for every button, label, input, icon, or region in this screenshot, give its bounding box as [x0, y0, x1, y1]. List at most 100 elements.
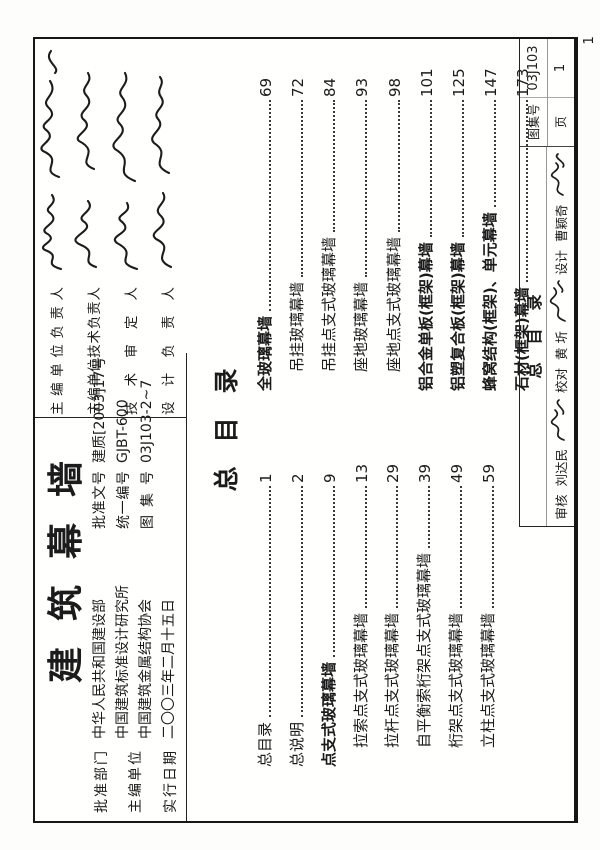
toc-entry-page: 98 — [385, 77, 404, 97]
toc-entry-page: 49 — [448, 463, 467, 483]
approval-group: 批准部门 中华人民共和国建设部 主编单位 中国建筑标准设计研究所 中国建筑金属结构… — [89, 521, 181, 813]
dot-leader — [365, 100, 368, 277]
checker-signature — [547, 280, 569, 326]
toc-entry: 铝塑复合板(框架)幕墙 125 — [447, 67, 468, 391]
checker-label: 校对 — [554, 367, 569, 393]
doc-number-label: 批准文号 — [92, 471, 108, 529]
approval-row: 批准部门 中华人民共和国建设部 — [89, 521, 112, 813]
reviewer-label: 审核 — [554, 494, 569, 520]
toc-entry-text: 总目录 — [256, 721, 274, 767]
dot-leader — [300, 486, 303, 717]
approval-row: 主编单位 中国建筑标准设计研究所 中国建筑金属结构协会 — [112, 521, 158, 813]
title-bar-right-section: 图集号 03J103 页 1 — [520, 39, 574, 147]
toc-entry-text: 拉索点支式玻璃幕墙 — [351, 612, 370, 748]
toc-entry-text: 铝合金单板(框架)幕墙 — [416, 242, 435, 391]
reviewer-signature — [547, 398, 569, 444]
toc-entry: 吊挂玻璃幕墙 72 — [286, 67, 307, 391]
cover-separator-line — [186, 353, 187, 821]
signature-block: 主编单位负责人 主编单位技术负责人 — [37, 37, 185, 415]
sheet-title-bar: 总目录 审核 刘达民 校对 黄 圻 设计 曹颖奇 图集号 03J103 — [519, 39, 574, 527]
sheet-page-row: 页 1 — [547, 39, 574, 146]
toc-entry-text: 拉杆点支式玻璃幕墙 — [383, 612, 402, 748]
toc-entry-page: 93 — [353, 77, 372, 97]
approval-label: 主编单位 — [128, 751, 144, 813]
toc-entry: 全玻璃幕墙 69 — [254, 67, 275, 391]
dot-leader — [364, 486, 367, 608]
sheet-title: 总目录 — [520, 147, 547, 526]
toc-entry: 蜂窝结构(框架)、单元幕墙 147 — [479, 67, 500, 391]
atlas-title: 建筑幕墙 — [46, 434, 87, 683]
approval-value: 中国建筑标准设计研究所 中国建筑金属结构协会 — [112, 585, 158, 739]
toc-entry-page: 84 — [321, 77, 340, 97]
designer-name: 曹颖奇 — [554, 204, 569, 242]
toc-entry: 自平衡索桁架点支式玻璃幕墙 39 — [413, 453, 434, 767]
outside-page-number: 1 — [581, 36, 597, 45]
approval-label: 批准部门 — [93, 751, 110, 813]
dot-leader — [269, 100, 271, 311]
toc-entry-text: 吊挂点支式玻璃幕墙 — [320, 236, 339, 372]
toc-entry: 总说明 2 — [286, 453, 307, 767]
signature-role-label: 设计负责人 — [160, 287, 177, 415]
toc-entry-text: 点支式玻璃幕墙 — [319, 661, 338, 767]
toc-entry-page: 29 — [384, 463, 403, 483]
atlas-number-row: 图集号 03J103 — [520, 39, 548, 146]
dot-leader — [397, 100, 400, 232]
title-bar-left-section: 总目录 审核 刘达民 校对 黄 圻 设计 曹颖奇 — [520, 147, 574, 526]
toc-entry: 铝合金单板(框架)幕墙 101 — [415, 67, 436, 391]
toc-entry-text: 全玻璃幕墙 — [256, 315, 274, 391]
doc-number-label: 统一编号 — [116, 471, 132, 529]
toc-entry: 总目录 1 — [254, 453, 275, 767]
toc-entry-text: 铝塑复合板(框架)幕墙 — [448, 242, 467, 391]
toc-entry-page: 101 — [417, 68, 436, 97]
toc-entry: 立柱点支式玻璃幕墙 59 — [477, 453, 498, 767]
toc-entry-page: 59 — [479, 463, 498, 483]
toc-entry-text: 自平衡索桁架点支式玻璃幕墙 — [415, 552, 434, 748]
toc-entry-page: 13 — [352, 463, 371, 483]
toc-right-column: 全玻璃幕墙 69 吊挂玻璃幕墙 72 吊挂点支式玻璃幕墙 84 座地玻璃幕墙 93 座地… — [254, 67, 532, 391]
toc-entry-text: 吊挂玻璃幕墙 — [288, 281, 307, 372]
atlas-number-value: 03J103 — [525, 45, 541, 91]
toc-entry-text: 座地玻璃幕墙 — [352, 281, 371, 372]
signature-row: 主编单位技术负责人 — [72, 37, 111, 415]
drawing-frame: 建筑幕墙 批准部门 中华人民共和国建设部 主编单位 中国建筑标准设计研究所 中国建… — [33, 37, 578, 823]
dot-leader — [461, 100, 464, 238]
handwritten-signature — [109, 45, 143, 277]
dot-leader — [460, 486, 463, 608]
toc-entry: 座地玻璃幕墙 93 — [350, 67, 371, 391]
toc-entry: 吊挂点支式玻璃幕墙 84 — [318, 67, 339, 391]
toc-entry-page: 72 — [289, 77, 308, 97]
toc-entry-page: 125 — [449, 68, 468, 97]
approval-value: 二〇〇三年二月十五日 — [161, 599, 177, 739]
handwritten-signature — [72, 45, 106, 277]
designer-signature — [547, 153, 569, 199]
dot-leader — [332, 486, 335, 657]
toc-entry: 拉索点支式玻璃幕墙 13 — [350, 453, 371, 767]
toc-entry-page: 39 — [416, 463, 435, 483]
dot-leader — [269, 486, 271, 717]
signature-role-label: 主编单位技术负责人 — [86, 287, 103, 415]
doc-number-label: 图集号 — [140, 471, 156, 529]
sheet-page-label: 页 — [547, 97, 574, 146]
signature-row: 技术审定人 — [111, 37, 148, 415]
handwritten-signature — [146, 45, 180, 277]
toc-entry-page: 9 — [320, 473, 339, 483]
designer-label: 设计 — [554, 249, 569, 275]
approval-label: 实行日期 — [162, 751, 179, 813]
dot-leader — [428, 486, 431, 548]
toc-entry-text: 蜂窝结构(框架)、单元幕墙 — [480, 212, 499, 391]
dot-leader — [396, 486, 399, 608]
toc-entry-text: 桁架点支式玻璃幕墙 — [447, 612, 466, 748]
handwritten-signature — [35, 45, 69, 277]
checker-name: 黄 圻 — [554, 331, 569, 360]
dot-leader — [429, 100, 432, 238]
toc-entry-text: 座地点支式玻璃幕墙 — [384, 236, 403, 372]
signature-row: 主编单位负责人 — [37, 37, 74, 415]
toc-entry-page: 2 — [288, 473, 307, 483]
reviewer-name: 刘达民 — [554, 449, 569, 487]
toc-entry: 点支式玻璃幕墙 9 — [318, 453, 339, 767]
toc-title: 总目录 — [212, 344, 241, 492]
toc-entry-page: 147 — [481, 68, 500, 97]
atlas-number-label: 图集号 — [520, 97, 547, 146]
signature-separator-line — [35, 417, 187, 418]
dot-leader — [301, 100, 304, 277]
